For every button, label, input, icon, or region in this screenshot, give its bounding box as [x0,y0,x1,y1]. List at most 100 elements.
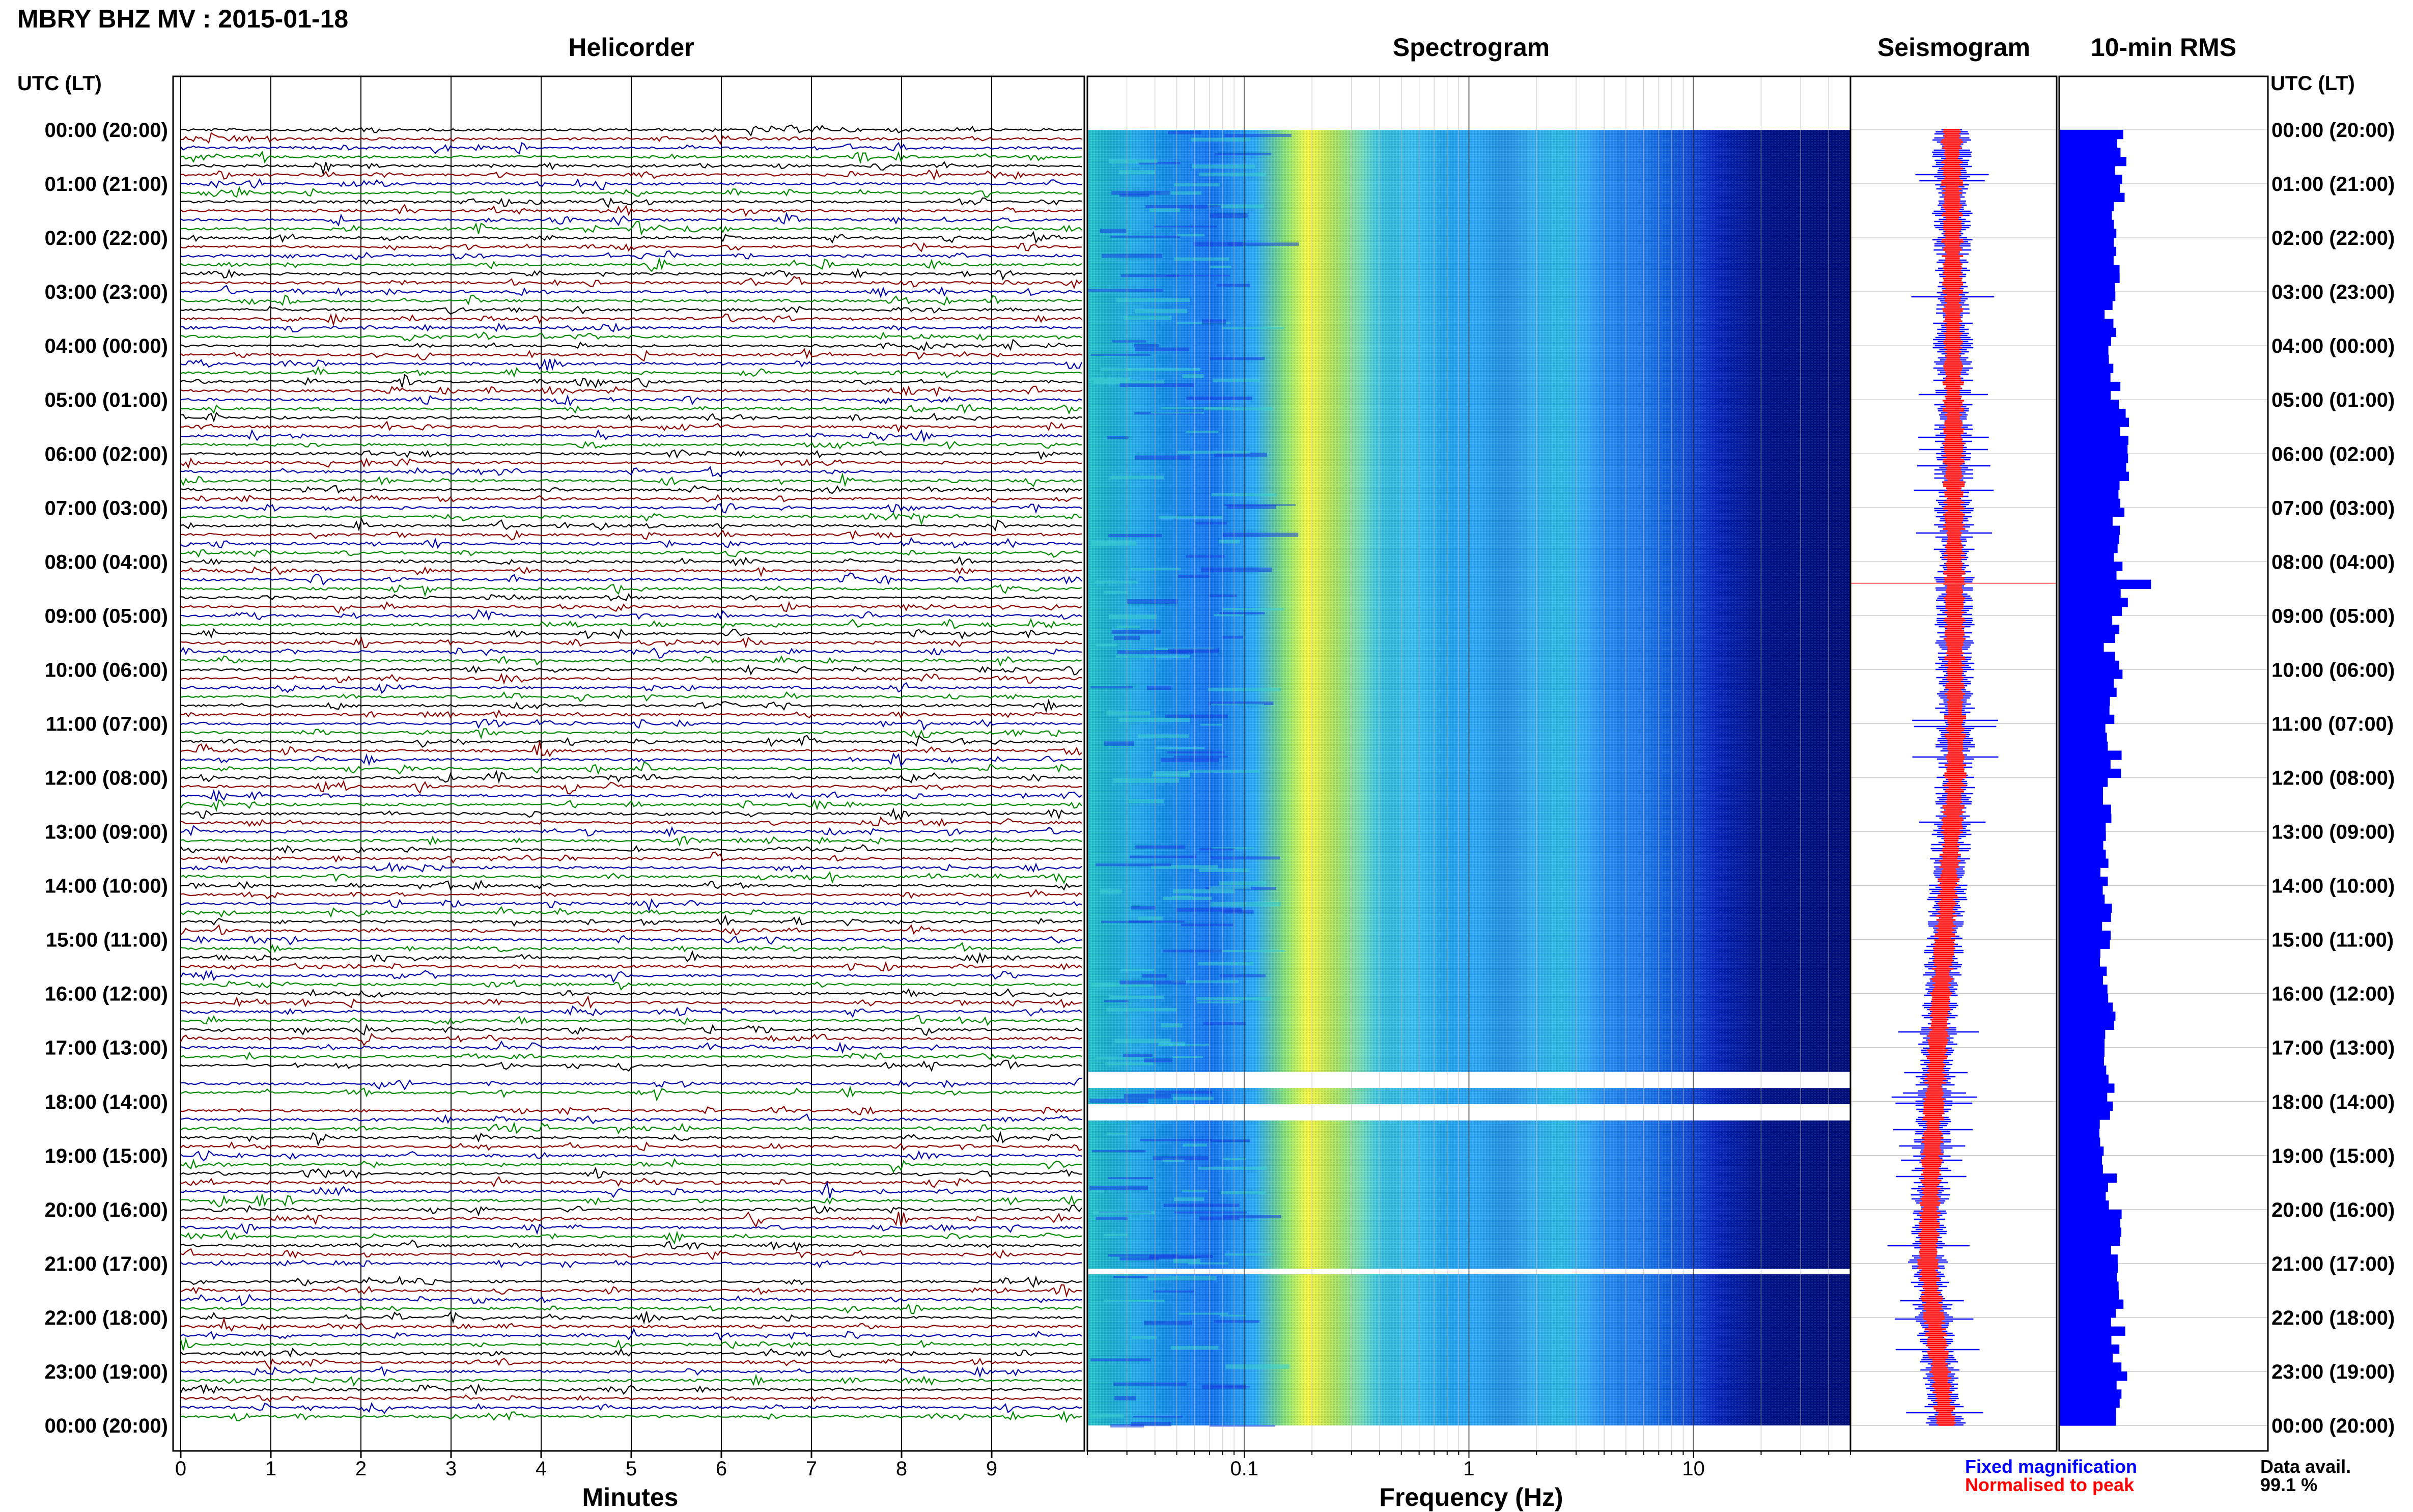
spectrogram-streak [1176,908,1242,912]
rms-bar [2059,552,2114,562]
spectrogram-streak [1114,1396,1136,1401]
rms-bar [2059,319,2114,328]
rms-bar [2059,543,2118,553]
spectrogram-streak [1131,906,1156,910]
helicorder-trace [180,871,1082,885]
rms-bar [2059,1299,2124,1309]
rms-bar [2059,867,2100,877]
time-labels: 00:00 (20:00) 00:00 (20:00) 01:00 (21:00) 0… [45,119,2395,1437]
helicorder-trace [180,1032,1082,1047]
time-label-left: 22:00 (18:00) [45,1307,168,1329]
time-label-right: 00:00 (20:00) [2271,1415,2395,1437]
helicorder-trace [180,618,1082,629]
rms-bar [2059,948,2100,958]
spectrogram-streak [1168,131,1202,134]
helicorder-trace [180,1105,1082,1115]
time-label-left: 23:00 (19:00) [45,1361,168,1383]
rms-bar [2059,489,2119,499]
helicorder-tick-label: 4 [536,1458,547,1480]
helicorder-tick-label: 3 [445,1458,457,1480]
spectrogram-streak [1089,1414,1124,1418]
spectrogram-streak [1127,368,1200,371]
time-label-left: 05:00 (01:00) [45,389,168,411]
spectrogram-streak [1188,1262,1229,1265]
spectrogram-streak [1116,298,1190,302]
rms-bar [2059,885,2103,895]
helicorder-trace [180,220,1082,236]
helicorder-tick-label: 9 [986,1458,997,1480]
helicorder-trace [180,961,1082,972]
helicorder-trace [180,1374,1082,1387]
helicorder-trace [180,1175,1082,1188]
spectrogram-streak [1090,1358,1151,1362]
rms-bar [2059,822,2106,832]
helicorder-trace [180,664,1082,676]
rms-bar [2059,148,2121,157]
spectrogram-streak [1185,555,1225,558]
spectrogram-streak [1209,213,1248,218]
helicorder-trace [180,339,1082,352]
helicorder-trace [180,322,1082,332]
helicorder-trace [180,789,1082,802]
rms-bar [2059,535,2119,544]
rms-bar [2059,1056,2104,1066]
helicorder-trace [180,185,1082,198]
spectrogram-streak [1107,436,1129,439]
helicorder-trace [180,709,1082,719]
rms-bar [2059,471,2129,481]
spectrogram-streak [1168,648,1219,653]
spectrogram-streak [1209,1424,1275,1427]
helicorder-xlabel: Minutes [582,1483,679,1511]
rms-bar [2059,903,2112,913]
time-label-left: 04:00 (00:00) [45,335,168,357]
spectrogram-streak [1220,1191,1266,1194]
spectrogram-streak [1117,625,1140,628]
rms-bar [2059,669,2123,679]
helicorder-trace [180,844,1082,854]
helicorder-trace [180,1194,1082,1208]
seismogram-panel [1849,75,2058,1452]
time-label-right: 05:00 (01:00) [2271,389,2395,411]
spectrogram-streak [1173,1258,1200,1264]
helicorder-trace [180,593,1082,601]
helicorder-trace [180,348,1082,362]
spectrogram-streak [1144,1058,1172,1062]
spectrogram-streak [1127,599,1178,604]
rms-bar [2059,858,2109,868]
rms-bar [2059,381,2121,391]
spectrogram-streak [1128,1299,1165,1302]
helicorder-trace [180,1275,1082,1288]
rms-bar [2059,157,2126,166]
spectrogram-streak [1210,949,1285,952]
spectrogram-streak [1135,455,1190,460]
time-label-right: 18:00 (14:00) [2271,1091,2395,1113]
spectrogram-streak [1119,980,1186,985]
rms-bar [2059,1200,2109,1210]
spectrogram-streak [1094,1057,1153,1059]
helicorder-trace [180,494,1082,503]
spectrogram-streak [1137,916,1163,921]
spectrogram-tick-label: 1 [1463,1458,1474,1480]
spectrogram-streak [1105,711,1151,715]
spectrogram-streak [1096,863,1171,866]
helicorder-trace [180,517,1082,532]
time-label-right: 14:00 (10:00) [2271,875,2395,898]
helicorder-tick-label: 6 [716,1458,727,1480]
spectrogram-streak [1211,847,1255,850]
helicorder-trace [180,807,1082,821]
helicorder-tick-label: 8 [896,1458,907,1480]
helicorder-trace [180,752,1082,767]
spectrogram-streak [1173,755,1228,758]
spectrogram-streak [1222,636,1244,639]
spectrogram-streak [1212,378,1259,382]
helicorder-trace [180,211,1082,227]
helicorder-trace [180,719,1082,731]
spectrogram-streak [1151,411,1204,414]
rms-bar [2059,1093,2108,1102]
helicorder-trace [180,628,1082,640]
spectrogram-streak [1147,1276,1217,1281]
spectrogram-streak [1197,1001,1240,1003]
spectrogram-streak [1171,980,1239,983]
rms-bar [2059,733,2107,742]
spectrogram-streak [1159,516,1222,519]
